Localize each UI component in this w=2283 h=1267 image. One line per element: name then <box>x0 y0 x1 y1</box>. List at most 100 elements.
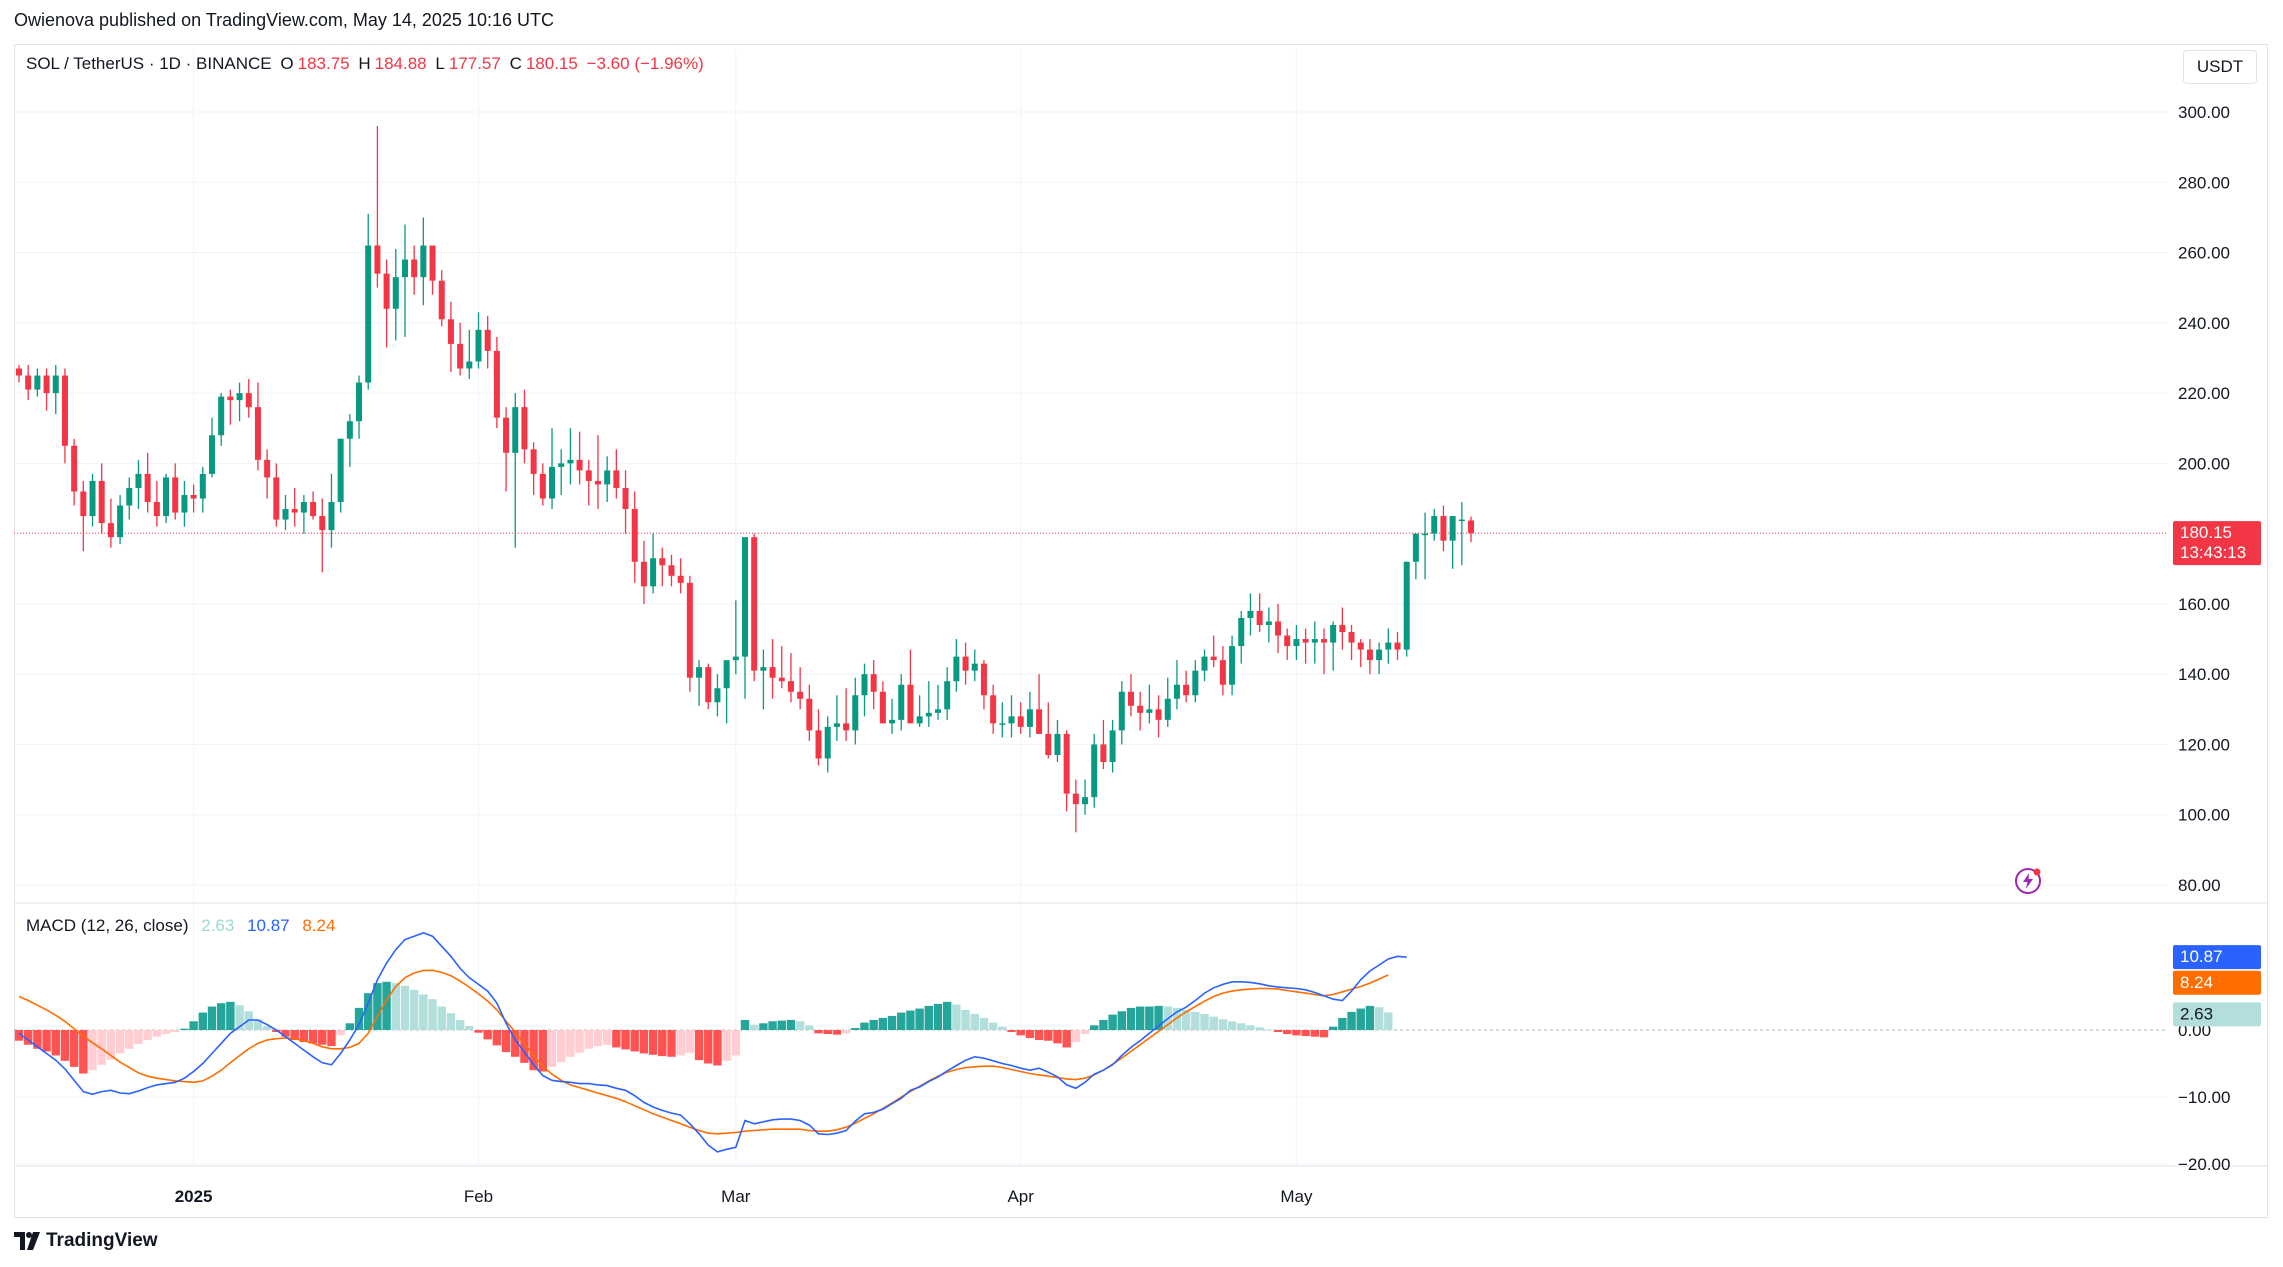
flash-icon[interactable] <box>2013 866 2043 896</box>
open-label: O <box>280 54 294 73</box>
candle-body <box>797 691 804 699</box>
macd-histogram-bar <box>768 1021 777 1030</box>
candle <box>71 438 78 506</box>
candle-body <box>71 445 78 492</box>
price-axis-label: 300.00 <box>2178 103 2230 122</box>
macd-histogram-bar <box>612 1030 621 1048</box>
candle <box>190 484 197 513</box>
candle <box>935 684 941 720</box>
macd-histogram-bar <box>1255 1027 1264 1030</box>
histogram-value-badge: 2.63 <box>2173 1002 2261 1027</box>
candle <box>833 695 840 741</box>
candle-body <box>999 723 1006 725</box>
macd-title[interactable]: MACD (12, 26, close) <box>26 916 189 935</box>
candle <box>999 702 1006 738</box>
candle-body <box>34 375 41 390</box>
candle <box>254 382 261 471</box>
low-value: 177.57 <box>448 54 501 73</box>
candle-body <box>714 688 721 703</box>
tradingview-logo[interactable]: TradingView <box>14 1230 158 1252</box>
macd-histogram-bar <box>483 1030 492 1040</box>
candle <box>1192 660 1199 703</box>
macd-histogram-bar <box>814 1030 823 1034</box>
candle <box>742 537 749 699</box>
candle-body <box>1422 533 1429 536</box>
candle-body <box>374 245 381 274</box>
candle-body <box>420 245 427 278</box>
candle <box>916 695 923 727</box>
macd-histogram-bar <box>373 983 382 1030</box>
candle-body <box>218 396 225 436</box>
candle <box>870 660 877 710</box>
macd-histogram-bar <box>547 1030 557 1067</box>
candle <box>245 379 252 418</box>
macd-histogram-bar <box>750 1024 759 1030</box>
candle-body <box>190 494 197 499</box>
candle <box>907 649 914 724</box>
macd-value-badge-bg <box>2173 945 2261 970</box>
macd-histogram-bar <box>1301 1030 1310 1037</box>
candle <box>1183 670 1190 703</box>
candle-body <box>925 712 932 717</box>
candle <box>558 449 565 495</box>
macd-histogram-bar <box>942 1001 952 1030</box>
macd-histogram-bar <box>1347 1011 1356 1030</box>
macd-line <box>18 932 1407 1153</box>
macd-histogram-bar <box>630 1030 639 1052</box>
macd-axis-label: −10.00 <box>2178 1088 2230 1107</box>
macd-histogram-bar <box>841 1030 851 1034</box>
signal-value-badge: 8.24 <box>2173 970 2261 995</box>
candle-body <box>558 463 565 467</box>
candle-body <box>778 677 785 682</box>
candle-body <box>659 558 666 566</box>
price-axis-label: 280.00 <box>2178 173 2230 192</box>
close-value: 180.15 <box>525 54 578 73</box>
macd-histogram-bar <box>1135 1006 1145 1030</box>
candle <box>300 494 307 534</box>
candle <box>769 639 776 699</box>
macd-histogram-bar <box>1181 1009 1191 1030</box>
candle <box>126 477 133 520</box>
candle-body <box>1100 744 1107 763</box>
macd-histogram-bar <box>23 1030 33 1045</box>
last-price-badge-text: 180.15 <box>2180 523 2232 542</box>
candle <box>1385 628 1392 664</box>
macd-histogram-bar <box>979 1017 989 1030</box>
time-axis-label: Mar <box>721 1187 751 1206</box>
candle <box>1422 512 1429 580</box>
candle <box>1403 561 1410 657</box>
candle-body <box>25 375 32 390</box>
macd-histogram-bar <box>1237 1023 1246 1030</box>
symbol-label[interactable]: SOL / TetherUS · 1D · BINANCE <box>26 54 272 73</box>
macd-histogram-bar <box>722 1030 731 1061</box>
candle <box>80 480 87 552</box>
currency-button[interactable]: USDT <box>2183 50 2257 84</box>
candle-body <box>383 273 390 309</box>
macd-histogram-bar <box>409 989 419 1030</box>
candle <box>1376 642 1383 675</box>
macd-histogram-bar <box>354 1007 364 1030</box>
candle <box>1063 730 1070 812</box>
candle-body <box>971 663 978 671</box>
candle-body <box>1302 639 1309 643</box>
price-axis-label: 200.00 <box>2178 454 2230 473</box>
candle-body <box>1376 649 1383 661</box>
candle-body <box>512 407 519 453</box>
candle-body <box>1137 705 1144 713</box>
candle-body <box>1072 793 1079 805</box>
macd-histogram-bar <box>1328 1026 1338 1030</box>
candle-body <box>319 516 326 531</box>
time-axis-label: Feb <box>464 1187 493 1206</box>
candle-body <box>1275 621 1282 636</box>
candle <box>1330 621 1337 671</box>
candle-body <box>457 343 464 369</box>
macd-histogram-bar <box>465 1025 474 1030</box>
candle-body <box>705 667 712 703</box>
candle-body <box>1458 519 1465 522</box>
candle <box>1256 593 1263 633</box>
macd-histogram-bar <box>1246 1025 1255 1030</box>
macd-histogram-bar <box>419 994 428 1030</box>
macd-histogram-bar <box>446 1013 456 1030</box>
candle-body <box>172 477 179 513</box>
